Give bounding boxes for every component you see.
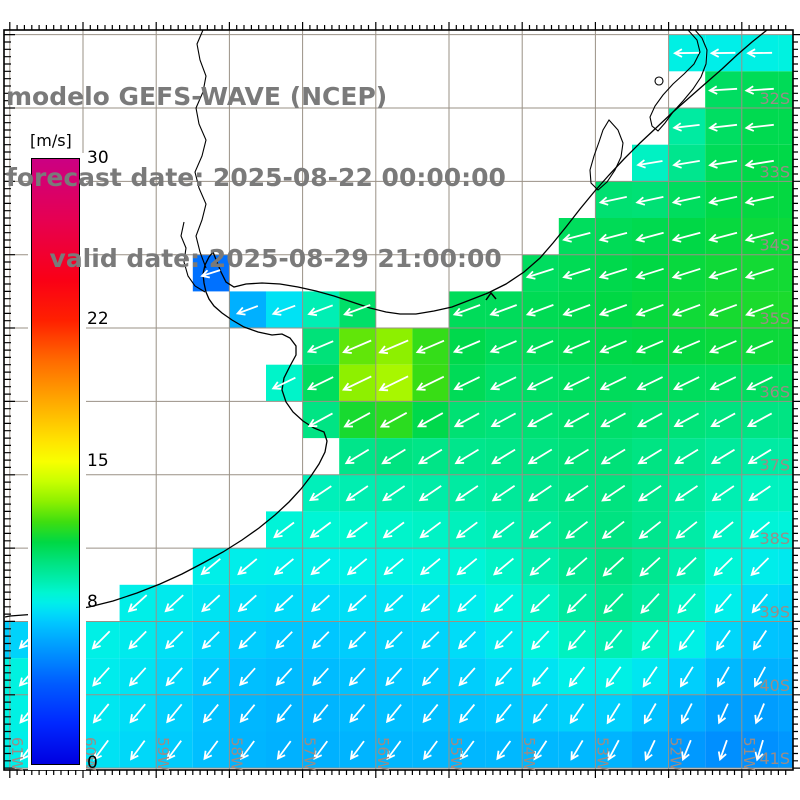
graticule-labels: 61W 60W 59W 58W 57W 56W 55W 54W 53W 52W 51W32S33S3… (8, 89, 790, 771)
svg-text:58W: 58W (227, 737, 245, 771)
title-block: modelo GEFS-WAVE (NCEP) forecast date: 2… (6, 29, 506, 326)
svg-text:54W: 54W (520, 737, 538, 771)
svg-text:53W: 53W (593, 737, 611, 771)
svg-text:32S: 32S (759, 89, 790, 108)
svg-text:40S: 40S (759, 676, 790, 695)
svg-text:36S: 36S (759, 382, 790, 401)
svg-text:51W: 51W (740, 737, 758, 771)
colorbar-unit-label: [m/s] (30, 131, 72, 150)
svg-text:61W: 61W (8, 737, 26, 771)
svg-text:37S: 37S (759, 456, 790, 475)
svg-text:52W: 52W (667, 737, 685, 771)
wind-arrows (18, 48, 774, 762)
coastline (4, 29, 768, 618)
svg-text:38S: 38S (759, 529, 790, 548)
svg-text:59W: 59W (154, 737, 172, 771)
colorbar-tick-label: 15 (87, 450, 109, 471)
forecast-date: forecast date: 2025-08-22 00:00:00 (6, 163, 506, 192)
svg-text:34S: 34S (759, 236, 790, 255)
colorbar-tick-label: 0 (87, 753, 98, 773)
colorbar-tick-label: 8 (87, 591, 98, 612)
svg-text:57W: 57W (301, 737, 319, 771)
svg-text:35S: 35S (759, 309, 790, 328)
model-title: modelo GEFS-WAVE (NCEP) (6, 82, 388, 111)
graticule-grid (4, 30, 793, 770)
svg-text:33S: 33S (759, 162, 790, 181)
colorbar-tick-label: 30 (87, 148, 109, 168)
valid-date: valid date: 2025-08-29 21:00:00 (6, 244, 502, 273)
map-frame (3, 22, 800, 778)
colorbar-tick-label: 22 (87, 309, 109, 330)
svg-text:41S: 41S (759, 749, 790, 768)
svg-text:39S: 39S (759, 602, 790, 621)
svg-text:55W: 55W (447, 737, 465, 771)
colorbar-legend: 30 22 15 8 0 (28, 148, 109, 773)
colorbar-gradient (31, 158, 80, 765)
svg-text:56W: 56W (374, 737, 392, 771)
